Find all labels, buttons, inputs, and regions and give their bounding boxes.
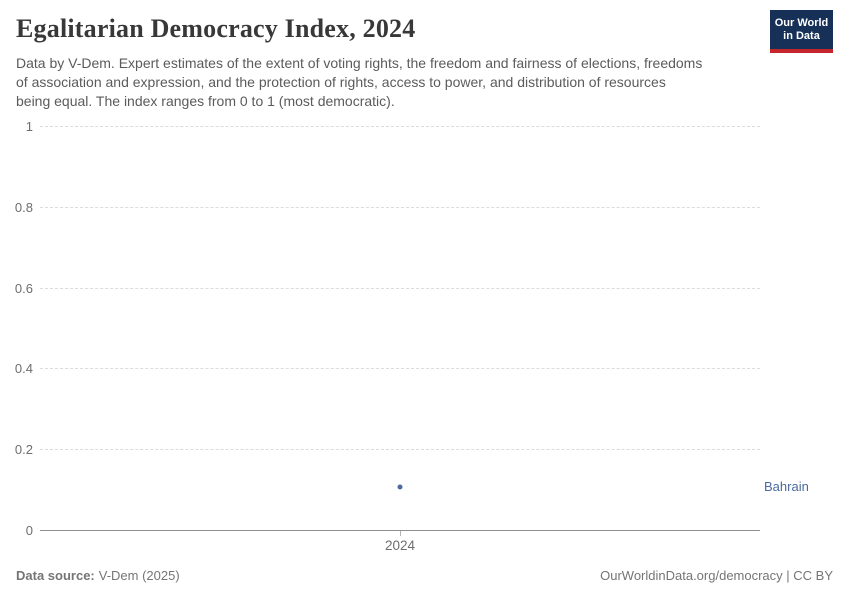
- gridline: 0: [26, 523, 760, 538]
- chart-subtitle-line: Data by V-Dem. Expert estimates of the e…: [16, 55, 703, 71]
- y-tick-label: 0.2: [14, 442, 33, 458]
- y-tick-label: 0.4: [14, 361, 33, 377]
- chart-title: Egalitarian Democracy Index, 2024: [16, 14, 416, 43]
- gridline: 0.2: [15, 442, 760, 457]
- owid-logo-line: in Data: [783, 29, 820, 42]
- chart-subtitle: Data by V-Dem. Expert estimates of the e…: [16, 54, 702, 111]
- gridline: 1: [26, 119, 760, 134]
- gridline: 0.6: [15, 281, 760, 296]
- chart-subtitle-line: of association and expression, and the p…: [16, 74, 666, 90]
- chart-footer: Data source: V-Dem (2025) OurWorldinData.…: [16, 568, 833, 583]
- y-tick-label: 0.6: [14, 280, 33, 296]
- gridline: 0.4: [15, 361, 760, 376]
- chart-subtitle-line: being equal. The index ranges from 0 to …: [16, 93, 395, 109]
- y-tick-label: 0.8: [14, 199, 33, 215]
- attribution-link[interactable]: OurWorldinData.org/democracy | CC BY: [600, 568, 833, 583]
- owid-logo-line: Our World: [774, 16, 829, 29]
- y-tick-label: 0: [25, 523, 33, 538]
- data-point-bahrain[interactable]: [397, 484, 403, 490]
- x-tick-label: 2024: [384, 538, 416, 553]
- owid-logo[interactable]: Our World in Data: [770, 10, 833, 53]
- y-tick-label: 1: [25, 119, 33, 134]
- entity-label-bahrain[interactable]: Bahrain: [764, 478, 809, 494]
- data-source-note: Data source: V-Dem (2025): [16, 568, 180, 583]
- gridline: 0.8: [15, 200, 760, 215]
- data-source-value: V-Dem (2025): [98, 568, 180, 583]
- x-tick-mark: [400, 531, 401, 536]
- data-source-label: Data source:: [16, 568, 95, 583]
- plot-area: 0 0.2 0.4 0.6 0.8 1 2024 Bahrain: [15, 119, 809, 553]
